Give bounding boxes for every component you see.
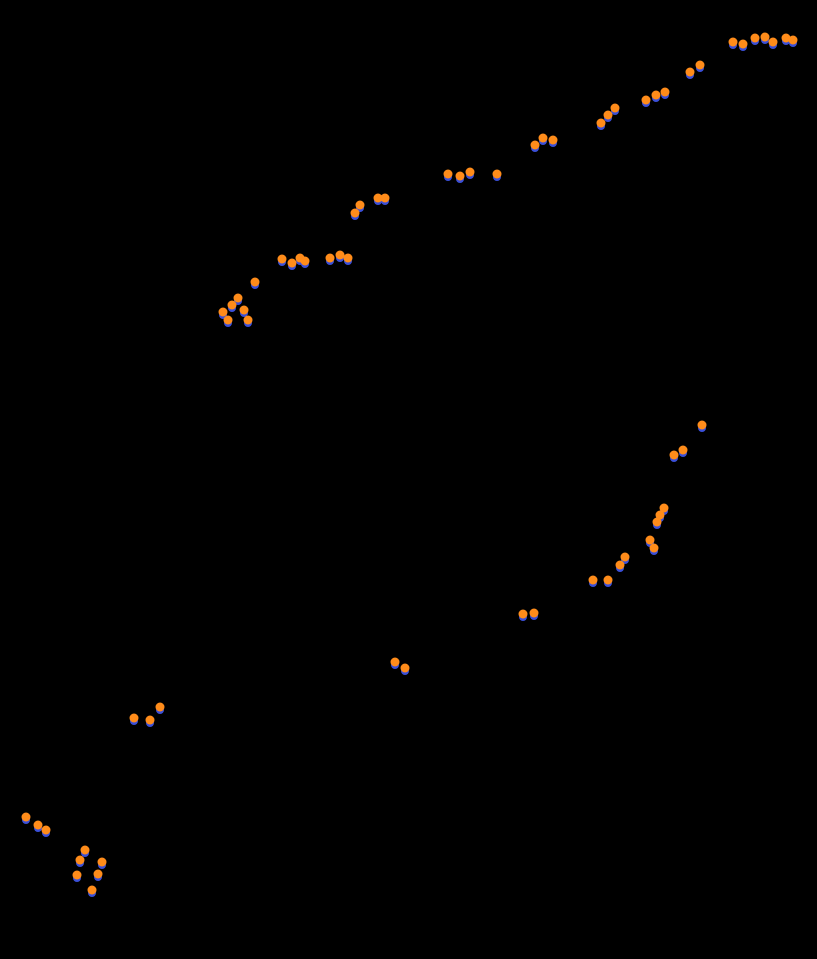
scatter-point-series-orange [549, 136, 558, 145]
scatter-point-series-orange [650, 544, 659, 553]
scatter-chart [0, 0, 817, 959]
scatter-point-series-orange [224, 316, 233, 325]
scatter-point-series-orange [156, 703, 165, 712]
scatter-point-series-orange [42, 826, 51, 835]
scatter-point-series-orange [698, 421, 707, 430]
scatter-point-series-orange [670, 451, 679, 460]
scatter-point-series-orange [240, 306, 249, 315]
scatter-point-series-orange [729, 38, 738, 47]
scatter-point-series-orange [94, 870, 103, 879]
scatter-point-series-orange [130, 714, 139, 723]
scatter-point-series-orange [381, 194, 390, 203]
scatter-point-series-orange [597, 119, 606, 128]
scatter-point-series-orange [326, 254, 335, 263]
scatter-point-series-orange [696, 61, 705, 70]
scatter-point-series-orange [739, 40, 748, 49]
scatter-point-series-orange [789, 36, 798, 45]
scatter-point-series-orange [493, 170, 502, 179]
scatter-point-series-orange [356, 201, 365, 210]
scatter-point-series-orange [530, 609, 539, 618]
scatter-point-series-orange [351, 209, 360, 218]
scatter-point-series-orange [642, 96, 651, 105]
scatter-point-series-orange [81, 846, 90, 855]
scatter-point-series-orange [444, 170, 453, 179]
scatter-point-series-orange [616, 561, 625, 570]
scatter-point-series-orange [401, 664, 410, 673]
scatter-point-series-orange [679, 446, 688, 455]
scatter-point-series-orange [146, 716, 155, 725]
scatter-point-series-orange [391, 658, 400, 667]
scatter-point-series-orange [98, 858, 107, 867]
scatter-point-series-orange [652, 91, 661, 100]
scatter-point-series-orange [234, 294, 243, 303]
scatter-point-series-orange [751, 34, 760, 43]
scatter-point-series-orange [466, 168, 475, 177]
scatter-point-series-orange [519, 610, 528, 619]
scatter-point-series-orange [88, 886, 97, 895]
scatter-point-series-orange [686, 68, 695, 77]
scatter-point-series-orange [76, 856, 85, 865]
scatter-point-series-orange [589, 576, 598, 585]
scatter-point-series-orange [344, 254, 353, 263]
scatter-point-series-orange [244, 316, 253, 325]
scatter-point-series-orange [73, 871, 82, 880]
scatter-point-series-orange [22, 813, 31, 822]
scatter-point-series-orange [661, 88, 670, 97]
scatter-point-series-orange [301, 257, 310, 266]
scatter-point-series-orange [456, 172, 465, 181]
scatter-point-series-orange [604, 576, 613, 585]
scatter-point-series-orange [621, 553, 630, 562]
scatter-point-series-orange [531, 141, 540, 150]
scatter-point-series-orange [769, 38, 778, 47]
scatter-point-series-orange [278, 255, 287, 264]
scatter-point-series-orange [251, 278, 260, 287]
scatter-point-series-orange [611, 104, 620, 113]
scatter-point-series-orange [604, 111, 613, 120]
scatter-point-series-orange [660, 504, 669, 513]
scatter-point-series-orange [539, 134, 548, 143]
